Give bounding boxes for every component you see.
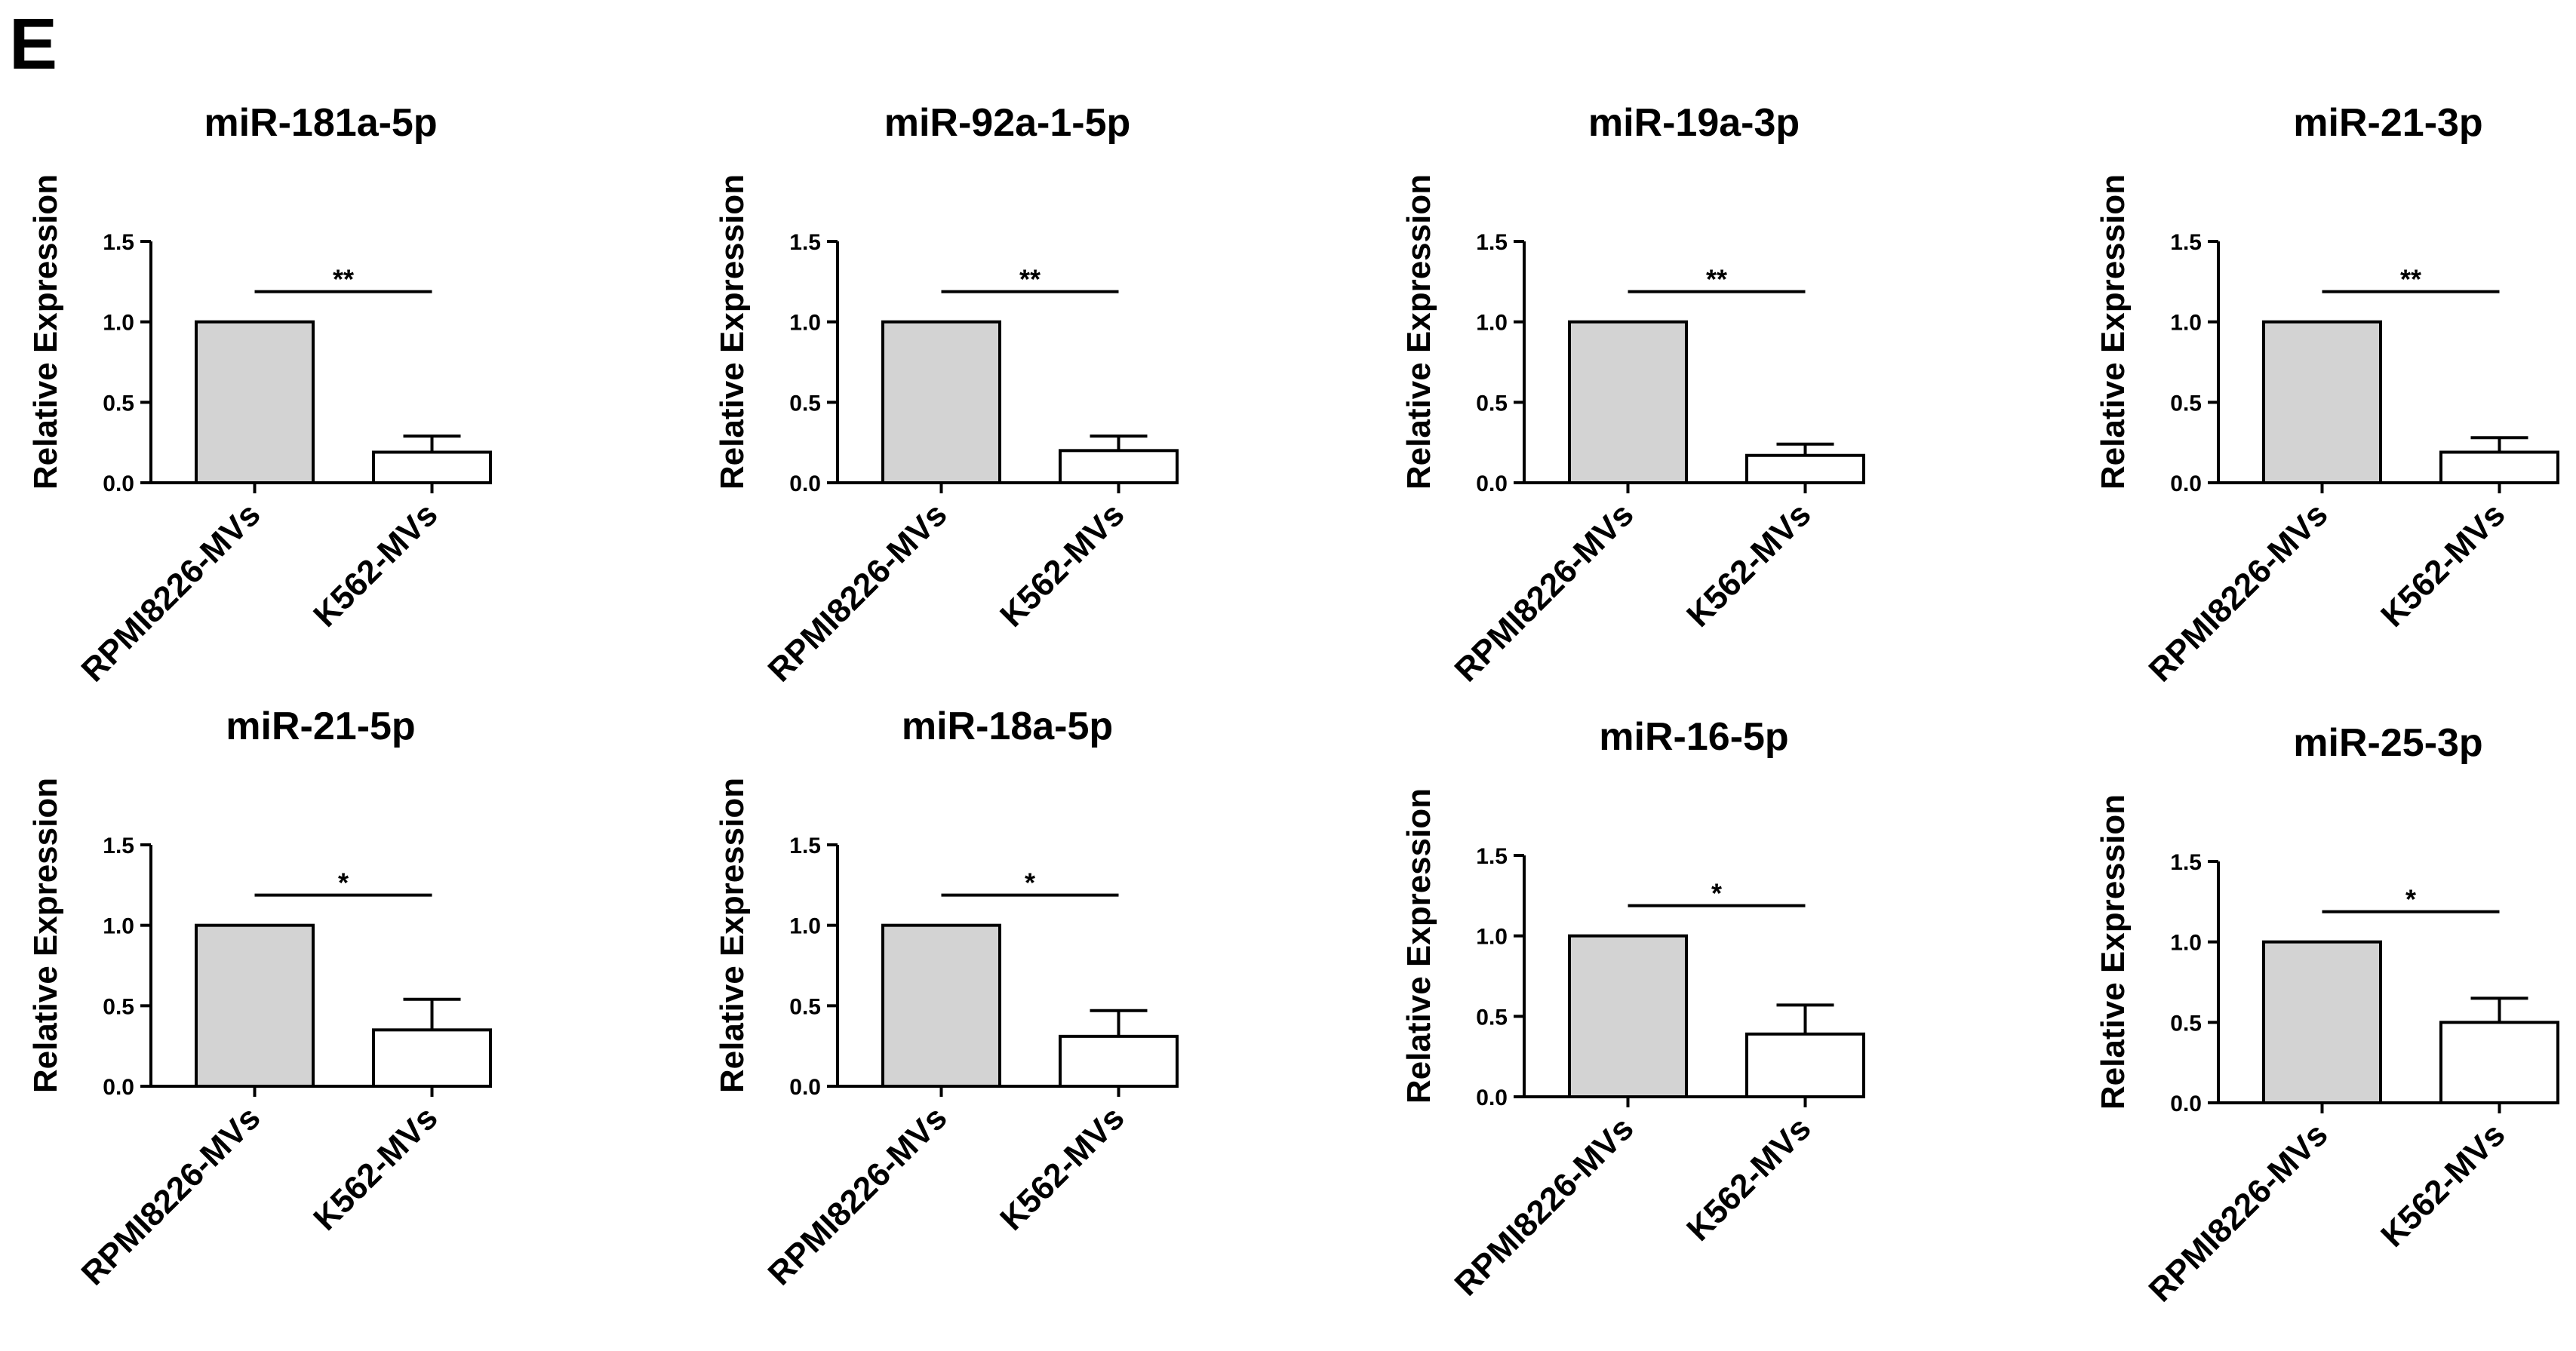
x-tick-label: RPMI8226-MVs [2142,1116,2335,1309]
y-tick-label: 0.0 [789,1075,821,1100]
bar-k562 [1059,1034,1179,1088]
bar-rpmi8226 [1568,934,1688,1098]
significance-marker: * [1711,878,1722,909]
chart-title: miR-21-5p [226,705,415,748]
chart-title: miR-25-3p [2293,721,2482,765]
y-tick-label: 1.5 [1476,230,1508,255]
y-tick-label: 1.0 [2170,311,2202,336]
x-tick-label: K562-MVs [306,496,444,634]
significance-marker: ** [2400,264,2421,295]
chart-title: miR-21-3p [2293,101,2482,145]
bar-rpmi8226 [2262,320,2382,484]
y-tick-label: 1.5 [103,834,134,858]
y-axis-label: Relative Expression [1400,788,1437,1104]
x-tick-label: RPMI8226-MVs [75,1099,268,1292]
x-tick-label: RPMI8226-MVs [761,496,954,689]
x-tick-label: K562-MVs [1680,496,1818,634]
y-tick-label: 1.5 [1476,844,1508,869]
panel-label: E [9,4,58,84]
chart-title: miR-18a-5p [902,705,1113,748]
y-tick-label: 0.5 [789,994,821,1019]
y-tick-label: 1.0 [2170,931,2202,956]
y-axis-label: Relative Expression [2095,174,2132,490]
x-tick-label: K562-MVs [993,1099,1131,1237]
y-tick-label: 0.5 [2170,391,2202,416]
chart-title: miR-16-5p [1599,715,1788,759]
y-tick-label: 0.5 [103,994,134,1019]
bar-rpmi8226 [1568,320,1688,484]
x-tick-label: RPMI8226-MVs [1448,1110,1641,1303]
y-tick-label: 1.0 [1476,925,1508,950]
chart-1: miR-181a-5p Relative Expression 0.0 0.5 1.0 1… [27,101,492,689]
significance-marker: ** [333,264,354,295]
bar-k562 [1745,1032,1865,1099]
y-tick-label: 0.0 [789,471,821,496]
y-tick-label: 0.5 [1476,391,1508,416]
x-tick-label: K562-MVs [2374,496,2512,634]
bar-rpmi8226 [2262,940,2382,1104]
bar-k562 [372,1028,492,1088]
y-tick-label: 1.0 [789,311,821,336]
y-tick-label: 1.5 [2170,850,2202,875]
significance-marker: * [338,867,349,898]
significance-marker: ** [1706,264,1727,295]
x-tick-label: K562-MVs [1680,1110,1818,1248]
y-tick-label: 0.0 [2170,471,2202,496]
y-tick-label: 1.0 [1476,311,1508,336]
y-tick-label: 1.5 [103,230,134,255]
chart-2: miR-92a-1-5p Relative Expression 0.0 0.5 1.0… [714,101,1179,689]
x-tick-label: RPMI8226-MVs [2142,496,2335,689]
bar-rpmi8226 [881,320,1001,484]
y-axis-label: Relative Expression [27,174,64,490]
chart-3: miR-19a-3p Relative Expression 0.0 0.5 1.0 1.… [1400,101,1865,689]
y-tick-label: 0.5 [103,391,134,416]
y-tick-label: 0.5 [2170,1011,2202,1036]
y-tick-label: 1.5 [789,230,821,255]
bar-k562 [372,450,492,485]
bar-k562 [1059,449,1179,484]
significance-marker: * [1025,867,1035,898]
x-tick-label: K562-MVs [993,496,1131,634]
bar-rpmi8226 [195,320,315,484]
x-tick-label: RPMI8226-MVs [761,1099,954,1292]
chart-5: miR-21-5p Relative Expression 0.0 0.5 1.0 1.5… [27,705,492,1292]
bar-rpmi8226 [881,923,1001,1088]
chart-title: miR-92a-1-5p [884,101,1131,145]
significance-marker: ** [1019,264,1041,295]
bar-k562 [2439,1021,2559,1105]
y-tick-label: 0.0 [2170,1092,2202,1116]
y-tick-label: 1.0 [103,311,134,336]
y-tick-label: 0.0 [103,1075,134,1100]
chart-title: miR-181a-5p [204,101,437,145]
bar-k562 [2439,450,2559,485]
y-tick-label: 1.5 [2170,230,2202,255]
y-tick-label: 0.5 [789,391,821,416]
y-tick-label: 0.5 [1476,1005,1508,1030]
chart-6: miR-18a-5p Relative Expression 0.0 0.5 1.0 1.… [714,705,1179,1292]
y-axis-label: Relative Expression [2095,794,2132,1110]
x-tick-label: RPMI8226-MVs [75,496,268,689]
bar-k562 [1745,453,1865,485]
y-tick-label: 1.5 [789,834,821,858]
chart-4: miR-21-3p Relative Expression 0.0 0.5 1.0 1.5… [2095,101,2559,689]
x-tick-label: K562-MVs [2374,1116,2512,1254]
y-tick-label: 0.0 [1476,1085,1508,1110]
bar-rpmi8226 [195,923,315,1088]
y-tick-label: 0.0 [1476,471,1508,496]
y-axis-label: Relative Expression [1400,174,1437,490]
chart-title: miR-19a-3p [1588,101,1800,145]
x-tick-label: K562-MVs [306,1099,444,1237]
y-tick-label: 1.0 [789,914,821,939]
chart-7: miR-16-5p Relative Expression 0.0 0.5 1.0 1.5… [1400,715,1865,1303]
y-tick-label: 0.0 [103,471,134,496]
y-tick-label: 1.0 [103,914,134,939]
significance-marker: * [2405,884,2416,915]
x-tick-label: RPMI8226-MVs [1448,496,1641,689]
y-axis-label: Relative Expression [714,778,751,1093]
y-axis-label: Relative Expression [714,174,751,490]
chart-8: miR-25-3p Relative Expression 0.0 0.5 1.0 1.5… [2095,721,2559,1309]
y-axis-label: Relative Expression [27,778,64,1093]
